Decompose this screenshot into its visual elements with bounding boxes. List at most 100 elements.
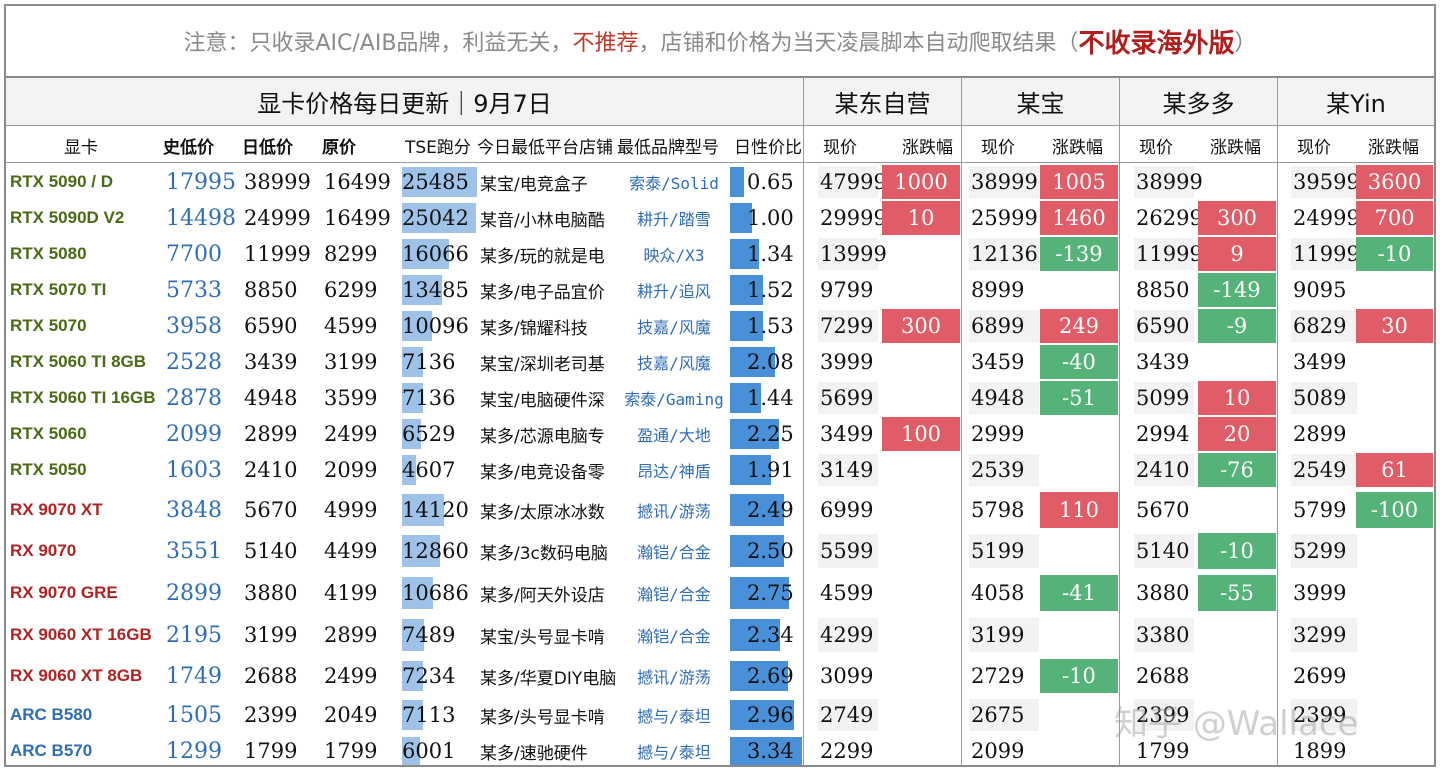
card-name: RTX 5090D V2	[10, 208, 125, 227]
col-hist-low: 史低价	[163, 137, 214, 158]
platform-current-price: 47999	[820, 170, 887, 194]
tse-bar	[402, 455, 416, 485]
platform-current-price: 5199	[971, 539, 1025, 563]
tse-score: 16066	[402, 242, 469, 266]
tse-score-cell: 4607	[402, 452, 482, 488]
tse-score-cell: 14120	[402, 491, 482, 529]
lowest-shop: 某多/电竞设备零	[480, 462, 605, 483]
msrp-price: 8299	[324, 242, 378, 266]
lowest-brand-model: 索泰/Solid	[629, 174, 719, 193]
value-ratio: 1.91	[747, 458, 794, 482]
value-ratio-cell: 2.25	[730, 416, 806, 452]
card-name: RTX 5070	[10, 316, 87, 335]
value-bar	[730, 383, 761, 413]
sheet-title: 显卡价格每日更新｜9月7日	[6, 78, 803, 126]
platform-current-price: 11999	[1136, 242, 1203, 266]
platform-current-price: 12136	[971, 242, 1038, 266]
platform-current-price: 8850	[1136, 278, 1190, 302]
price-change-badge: -40	[1040, 345, 1118, 379]
value-ratio: 1.52	[747, 278, 794, 302]
col-brand-model: 最低品牌型号	[617, 137, 719, 158]
tse-score: 7136	[402, 350, 456, 374]
price-change-badge: 100	[882, 417, 960, 451]
hist-low-price: 14498	[166, 205, 236, 231]
platform-header-tb: 某宝	[962, 78, 1119, 126]
value-bar	[730, 494, 784, 526]
platform-current-price: 6829	[1293, 314, 1347, 338]
value-ratio: 0.65	[747, 170, 794, 194]
lowest-shop: 某多/太原冰冰数	[480, 502, 605, 523]
tse-score: 7113	[402, 703, 456, 727]
tse-score: 6529	[402, 422, 456, 446]
hist-low-price: 2899	[166, 580, 222, 606]
value-ratio: 2.75	[747, 581, 794, 605]
platform-current-price: 7299	[820, 314, 874, 338]
platform-header-dy: 某Yin	[1278, 78, 1434, 126]
tse-score: 14120	[402, 498, 469, 522]
value-ratio-cell: 3.34	[730, 734, 806, 768]
platform-current-price: 2299	[820, 739, 874, 763]
col-dy-current: 现价	[1297, 137, 1331, 158]
notice-middle: ，店铺和价格为当天凌晨脚本自动爬取结果（	[638, 31, 1079, 56]
msrp-price: 2049	[324, 703, 378, 727]
hist-low-price: 1749	[166, 663, 222, 689]
card-name: RX 9070 XT	[10, 500, 103, 519]
value-bar	[730, 577, 789, 609]
day-low-price: 5670	[244, 498, 298, 522]
table-row: RX 9060 XT 8GB 1749 2688 2499 7234 某多/华夏DIY电脑…	[6, 658, 1434, 694]
divider-jd	[803, 78, 804, 765]
platform-current-price: 8999	[971, 278, 1025, 302]
lowest-brand-model: 技嘉/风魔	[637, 318, 711, 337]
platform-current-price: 25999	[971, 206, 1038, 230]
platform-current-price: 5099	[1136, 386, 1190, 410]
lowest-brand-model: 索泰/Gaming	[624, 390, 724, 409]
table-row: ARC B580 1505 2399 2049 7113 某多/头号显卡啃 撼与/泰坦 2.9…	[6, 697, 1434, 733]
price-change-badge: -10	[1356, 237, 1433, 271]
col-day-low: 日低价	[242, 137, 293, 158]
platform-current-price: 3880	[1136, 581, 1190, 605]
tse-score-cell: 7136	[402, 380, 482, 416]
value-ratio-cell: 2.49	[730, 491, 806, 529]
col-dy-change: 涨跌幅	[1368, 137, 1419, 158]
platform-current-price: 3380	[1136, 623, 1190, 647]
platform-current-price: 39599	[1293, 170, 1360, 194]
platform-current-price: 4299	[820, 623, 874, 647]
hist-low-price: 1603	[166, 457, 222, 483]
price-change-badge: 1000	[882, 165, 960, 199]
card-name: ARC B570	[10, 741, 93, 760]
value-ratio-cell: 2.75	[730, 574, 806, 612]
card-name: RTX 5060	[10, 424, 87, 443]
price-change-badge: 10	[882, 201, 960, 235]
platform-current-price: 38999	[1136, 170, 1203, 194]
msrp-price: 3599	[324, 386, 378, 410]
value-ratio-cell: 0.65	[730, 164, 806, 200]
table-row: RTX 5070 3958 6590 4599 10096 某多/锦耀科技 技嘉/风魔 1.5…	[6, 308, 1434, 344]
price-change-badge: 9	[1198, 237, 1276, 271]
platform-current-price: 9799	[820, 278, 874, 302]
tse-bar	[402, 383, 423, 413]
lowest-shop: 某宝/电脑硬件深	[480, 390, 605, 411]
tse-bar	[402, 737, 420, 765]
lowest-shop: 某宝/深圳老司基	[480, 354, 605, 375]
msrp-price: 2899	[324, 623, 378, 647]
platform-current-price: 3439	[1136, 350, 1190, 374]
card-name: RTX 5060 TI 16GB	[10, 388, 156, 407]
col-msrp: 原价	[322, 137, 356, 158]
value-ratio-cell: 1.00	[730, 200, 806, 236]
lowest-brand-model: 映众/X3	[643, 246, 705, 265]
column-header-row: 显卡 史低价 日低价 原价 TSE跑分 今日最低平台店铺 最低品牌型号 日性价比…	[6, 127, 1434, 163]
row-shade	[1291, 310, 1357, 342]
card-name: ARC B580	[10, 705, 93, 724]
price-change-badge: -100	[1356, 492, 1433, 528]
value-bar	[730, 203, 752, 233]
lowest-shop: 某多/3c数码电脑	[480, 543, 608, 564]
col-pdd-current: 现价	[1139, 137, 1173, 158]
col-jd-change: 涨跌幅	[902, 137, 953, 158]
col-value: 日性价比	[734, 137, 802, 158]
platform-current-price: 3499	[1293, 350, 1347, 374]
hist-low-price: 2878	[166, 385, 222, 411]
value-bar	[730, 737, 802, 765]
price-change-badge: 300	[1198, 201, 1276, 235]
day-low-price: 5140	[244, 539, 298, 563]
value-ratio: 2.49	[747, 498, 794, 522]
